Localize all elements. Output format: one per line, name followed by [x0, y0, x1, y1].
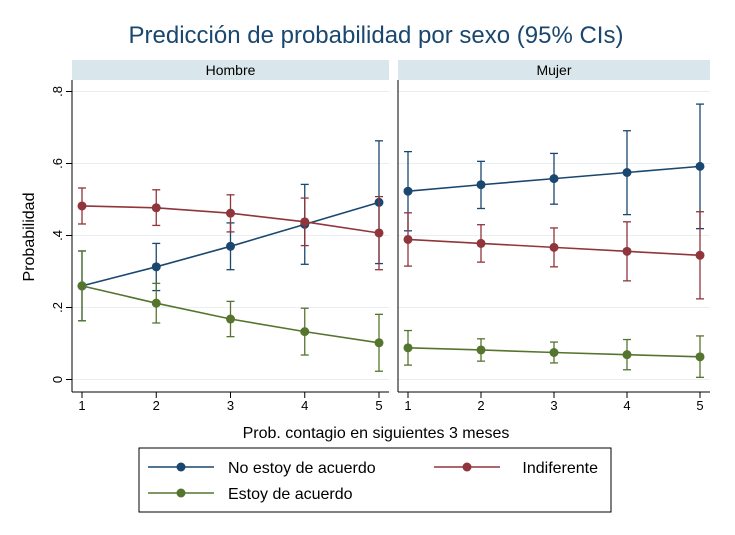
- legend-label: Estoy de acuerdo: [228, 486, 353, 503]
- data-point: [77, 281, 87, 291]
- legend-item: Indiferente: [434, 460, 598, 477]
- legend-item: Estoy de acuerdo: [148, 486, 353, 503]
- legend-label: No estoy de acuerdo: [228, 460, 376, 477]
- legend-box: [138, 447, 612, 513]
- data-point: [374, 338, 384, 348]
- panel-mujer: Mujer 1 2 3 4 5: [397, 60, 710, 413]
- data-point: [151, 203, 161, 213]
- legend-marker: [176, 462, 186, 472]
- data-point: [151, 298, 161, 308]
- series-estoy-de-acuerdo: [77, 250, 384, 372]
- series-indiferente: [77, 187, 384, 271]
- y-axis-label: Probabilidad: [21, 193, 38, 282]
- legend: No estoy de acuerdo Indiferente Estoy de a…: [138, 447, 612, 513]
- data-point: [622, 246, 632, 256]
- x-tick-label: 3: [550, 398, 557, 413]
- x-tick-label: 3: [227, 398, 234, 413]
- panel-title: Mujer: [536, 62, 571, 78]
- data-point: [77, 201, 87, 211]
- series-indiferente: [403, 211, 705, 300]
- data-point: [300, 327, 310, 337]
- y-tick-label: .4: [50, 230, 65, 241]
- data-point: [403, 234, 413, 244]
- data-point: [695, 161, 705, 171]
- legend-item: No estoy de acuerdo: [148, 460, 376, 477]
- panel-strip: [398, 60, 710, 80]
- y-tick-label: .2: [50, 302, 65, 313]
- data-point: [695, 352, 705, 362]
- data-point: [476, 180, 486, 190]
- data-point: [226, 314, 235, 324]
- data-point: [374, 228, 384, 238]
- data-point: [695, 250, 705, 260]
- data-point: [476, 238, 486, 248]
- chart-title: Predicción de probabilidad por sexo (95%…: [129, 22, 624, 49]
- y-tick-label: .8: [50, 86, 65, 97]
- data-point: [476, 345, 486, 355]
- series-no-estoy-de-acuerdo: [403, 103, 705, 232]
- panel-strip: [72, 60, 389, 80]
- data-point: [226, 241, 235, 251]
- x-tick-label: 5: [696, 398, 703, 413]
- legend-marker: [176, 488, 186, 498]
- legend-marker: [462, 462, 472, 472]
- x-tick-label: 1: [78, 398, 85, 413]
- data-point: [549, 242, 559, 252]
- data-point: [549, 348, 559, 357]
- data-point: [151, 262, 161, 272]
- x-tick-label: 1: [404, 398, 411, 413]
- data-point: [403, 343, 413, 353]
- x-tick-label: 4: [301, 398, 308, 413]
- x-axis-label: Prob. contagio en siguientes 3 meses: [243, 425, 510, 442]
- panel-hombre: Hombre 1 2 3 4 5: [71, 60, 389, 413]
- data-point: [403, 186, 413, 196]
- panel-title: Hombre: [206, 62, 256, 78]
- y-tick-label: 0: [50, 376, 65, 383]
- legend-label: Indiferente: [522, 460, 598, 477]
- data-point: [226, 208, 235, 218]
- data-point: [300, 217, 310, 227]
- x-tick-label: 5: [375, 398, 382, 413]
- data-point: [549, 174, 559, 184]
- y-tick-label: .6: [50, 158, 65, 169]
- data-point: [622, 350, 632, 360]
- data-point: [622, 168, 632, 177]
- series-estoy-de-acuerdo: [403, 329, 705, 378]
- x-tick-label: 4: [623, 398, 630, 413]
- x-tick-label: 2: [153, 398, 160, 413]
- x-tick-label: 2: [477, 398, 484, 413]
